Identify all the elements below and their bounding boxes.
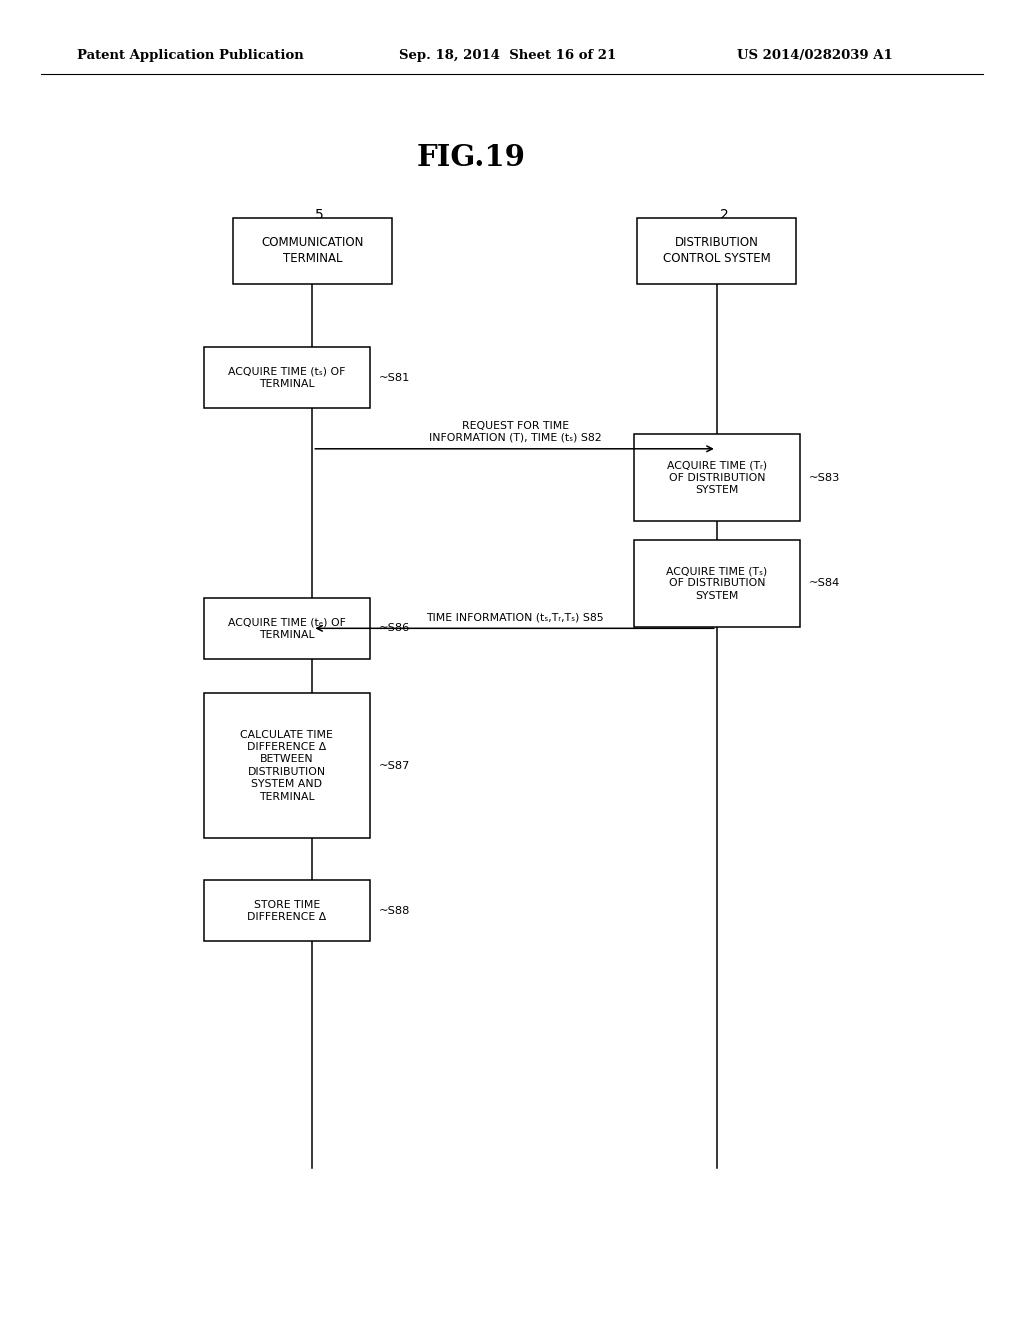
Text: ACQUIRE TIME (Tₛ)
OF DISTRIBUTION
SYSTEM: ACQUIRE TIME (Tₛ) OF DISTRIBUTION SYSTEM bbox=[667, 566, 767, 601]
Text: ~S87: ~S87 bbox=[379, 760, 411, 771]
Text: Sep. 18, 2014  Sheet 16 of 21: Sep. 18, 2014 Sheet 16 of 21 bbox=[399, 49, 616, 62]
Text: CALCULATE TIME
DIFFERENCE Δ
BETWEEN
DISTRIBUTION
SYSTEM AND
TERMINAL: CALCULATE TIME DIFFERENCE Δ BETWEEN DIST… bbox=[241, 730, 333, 801]
Text: ~S84: ~S84 bbox=[809, 578, 841, 589]
Text: Patent Application Publication: Patent Application Publication bbox=[77, 49, 303, 62]
FancyBboxPatch shape bbox=[634, 434, 800, 521]
Text: ~S81: ~S81 bbox=[379, 372, 411, 383]
Text: STORE TIME
DIFFERENCE Δ: STORE TIME DIFFERENCE Δ bbox=[247, 900, 327, 921]
FancyBboxPatch shape bbox=[634, 540, 800, 627]
FancyBboxPatch shape bbox=[204, 693, 370, 838]
Text: ~S88: ~S88 bbox=[379, 906, 411, 916]
Text: ~S86: ~S86 bbox=[379, 623, 411, 634]
Text: REQUEST FOR TIME
INFORMATION (T), TIME (tₛ) S82: REQUEST FOR TIME INFORMATION (T), TIME (… bbox=[429, 421, 601, 442]
FancyBboxPatch shape bbox=[637, 218, 797, 284]
FancyBboxPatch shape bbox=[204, 880, 370, 941]
FancyBboxPatch shape bbox=[232, 218, 391, 284]
Text: ACQUIRE TIME (Tᵣ)
OF DISTRIBUTION
SYSTEM: ACQUIRE TIME (Tᵣ) OF DISTRIBUTION SYSTEM bbox=[667, 461, 767, 495]
Text: ACQUIRE TIME (tₛ) OF
TERMINAL: ACQUIRE TIME (tₛ) OF TERMINAL bbox=[228, 367, 345, 388]
Text: FIG.19: FIG.19 bbox=[417, 143, 525, 172]
FancyBboxPatch shape bbox=[204, 598, 370, 659]
FancyBboxPatch shape bbox=[204, 347, 370, 408]
Text: ACQUIRE TIME (tₑ) OF
TERMINAL: ACQUIRE TIME (tₑ) OF TERMINAL bbox=[227, 618, 346, 639]
Text: COMMUNICATION
TERMINAL: COMMUNICATION TERMINAL bbox=[261, 236, 364, 265]
Text: ~S83: ~S83 bbox=[809, 473, 841, 483]
Text: US 2014/0282039 A1: US 2014/0282039 A1 bbox=[737, 49, 893, 62]
Text: 2: 2 bbox=[720, 207, 729, 222]
Text: DISTRIBUTION
CONTROL SYSTEM: DISTRIBUTION CONTROL SYSTEM bbox=[663, 236, 771, 265]
Text: 5: 5 bbox=[315, 207, 325, 222]
Text: TIME INFORMATION (tₛ,Tᵣ,Tₛ) S85: TIME INFORMATION (tₛ,Tᵣ,Tₛ) S85 bbox=[426, 612, 604, 623]
